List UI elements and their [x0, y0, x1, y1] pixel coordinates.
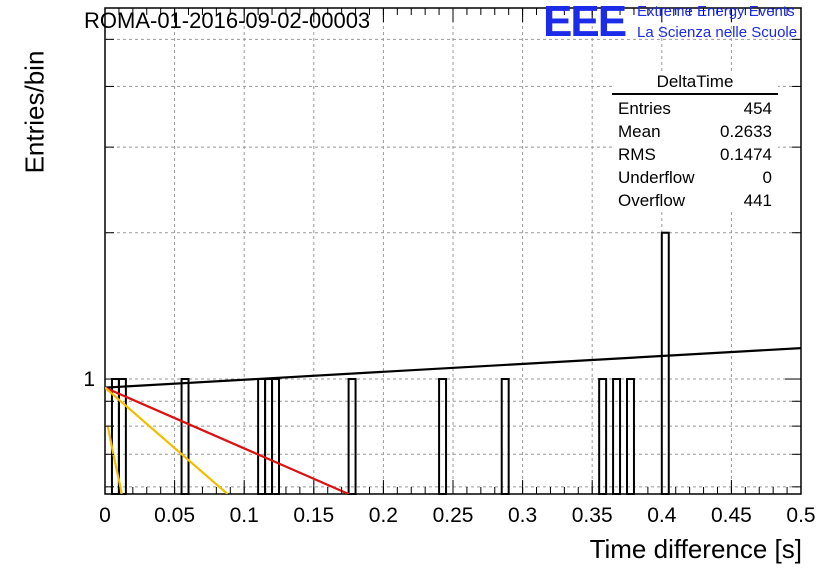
stats-row-rms: RMS 0.1474	[612, 143, 778, 166]
stats-label: Entries	[618, 99, 671, 118]
x-tick-label: 0.45	[711, 504, 752, 527]
stats-row-mean: Mean 0.2633	[612, 120, 778, 143]
grid-lines	[105, 8, 801, 494]
x-tick-label: 0.25	[433, 504, 474, 527]
stats-value: 441	[743, 191, 772, 210]
x-tick-label: 0.1	[230, 504, 259, 527]
x-tick-label: 0.5	[786, 504, 815, 527]
x-tick-label: 0.15	[293, 504, 334, 527]
histogram-bin	[626, 378, 635, 495]
y-axis-label: Entries/bin	[19, 50, 50, 174]
x-tick-label: 0.35	[572, 504, 613, 527]
stats-value: 0	[762, 168, 772, 187]
stats-row-overflow: Overflow 441	[612, 189, 778, 212]
axis-tick-labels: 0 0.05 0.1 0.15 0.2 0.25 0.3 0.35 0.4 0.45 0.5 1	[83, 368, 815, 527]
stats-row-underflow: Underflow 0	[612, 166, 778, 189]
x-tick-label: 0.4	[647, 504, 677, 527]
logo-caption-line2: La Scienza nelle Scuole	[637, 24, 798, 41]
histogram-bin	[180, 378, 190, 495]
y-tick-label: 1	[83, 368, 95, 391]
logo-caption-line1: Extreme Energy Events	[637, 3, 795, 20]
chart-title: ROMA-01-2016-09-02-00003	[84, 8, 371, 33]
stats-label: Overflow	[618, 191, 686, 210]
histogram-bin	[347, 378, 357, 495]
fit-lines	[105, 346, 801, 494]
stats-row-entries: Entries 454	[612, 97, 778, 120]
stats-value: 454	[743, 99, 772, 118]
stats-label: Mean	[618, 122, 661, 141]
eee-logo: EEE	[543, 0, 627, 46]
histogram-bin	[500, 378, 510, 495]
histogram-bin	[438, 378, 448, 495]
stats-title: DeltaTime	[612, 72, 778, 95]
fit-curve	[105, 386, 229, 494]
x-tick-label: 0	[99, 504, 111, 527]
x-tick-label: 0.2	[369, 504, 398, 527]
stats-label: Underflow	[618, 168, 695, 187]
x-axis-label: Time difference [s]	[589, 534, 802, 564]
histogram-bin	[598, 378, 608, 495]
fit-curve	[105, 346, 801, 389]
fit-curve	[105, 386, 350, 494]
histogram-bin	[612, 378, 622, 495]
stats-value: 0.1474	[720, 145, 772, 164]
axis-ticks	[104, 8, 802, 494]
histogram-bin	[117, 378, 127, 495]
stats-box: DeltaTime Entries 454 Mean 0.2633 RMS 0.…	[612, 72, 778, 212]
stats-label: RMS	[618, 145, 656, 164]
x-tick-label: 0.3	[508, 504, 537, 527]
stats-value: 0.2633	[720, 122, 772, 141]
x-tick-label: 0.05	[154, 504, 195, 527]
fit-curve	[106, 425, 123, 494]
histogram-bin	[660, 231, 670, 495]
